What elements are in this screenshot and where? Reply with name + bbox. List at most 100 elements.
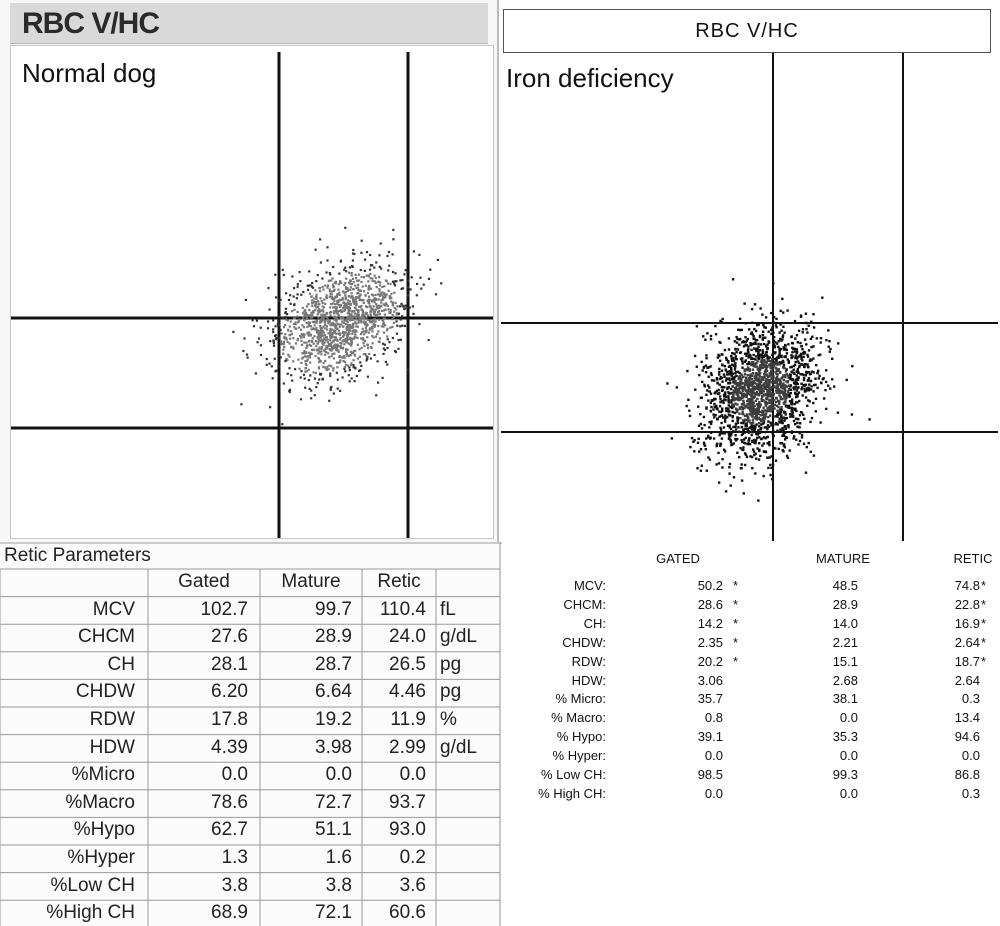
scatter-point (741, 389, 744, 392)
scatter-point (812, 345, 815, 348)
scatter-point (752, 438, 756, 442)
scatter-point (331, 277, 334, 280)
scatter-point (738, 382, 741, 386)
scatter-point (797, 443, 800, 446)
scatter-point (388, 341, 391, 344)
scatter-point (815, 337, 818, 340)
scatter-point (812, 313, 815, 316)
scatter-point (765, 369, 769, 373)
scatter-point (695, 325, 699, 328)
scatter-point (777, 405, 780, 409)
scatter-point (363, 290, 366, 293)
scatter-point (305, 364, 308, 367)
scatter-point (365, 354, 368, 357)
scatter-point (347, 342, 350, 345)
scatter-point (318, 378, 321, 381)
scatter-point (775, 326, 778, 329)
scatter-point (328, 290, 332, 293)
scatter-point (321, 285, 324, 288)
scatter-point (399, 318, 402, 321)
row-label: % Hypo: (556, 729, 606, 745)
scatter-point (731, 403, 734, 406)
retic-value: 4.46 (389, 681, 426, 703)
scatter-point (386, 304, 389, 308)
scatter-point (703, 444, 707, 447)
scatter-point (746, 399, 749, 403)
scatter-point (326, 286, 329, 289)
scatter-point (348, 338, 352, 341)
scatter-point (329, 273, 332, 276)
scatter-point (709, 372, 713, 375)
scatter-point (756, 447, 759, 450)
scatter-point (729, 392, 732, 395)
mature-value: 19.2 (315, 709, 352, 730)
scatter-point (798, 439, 802, 443)
scatter-point (779, 409, 782, 412)
scatter-point (255, 319, 258, 322)
scatter-point (316, 336, 319, 339)
scatter-point (750, 421, 753, 425)
scatter-point (730, 355, 733, 358)
scatter-point (755, 362, 758, 365)
scatter-point (771, 362, 774, 365)
scatter-point (355, 304, 358, 307)
scatter-point (357, 321, 360, 324)
scatter-point (731, 278, 735, 281)
scatter-point (718, 383, 721, 386)
scatter-point (792, 437, 795, 440)
scatter-point (303, 314, 306, 317)
scatter-point (302, 326, 305, 329)
scatter-point (329, 339, 332, 342)
scatter-point (796, 401, 799, 404)
scatter-point (335, 306, 338, 309)
scatter-point (317, 337, 320, 340)
mature-value: 28.7 (315, 653, 352, 675)
scatter-point (723, 348, 727, 352)
scatter-point (697, 437, 700, 441)
scatter-point (756, 403, 759, 406)
scatter-point (331, 290, 334, 293)
scatter-point (352, 310, 355, 313)
scatter-point (395, 320, 398, 323)
scatter-point (296, 339, 299, 342)
scatter-point (754, 411, 757, 414)
scatter-point (299, 398, 303, 401)
scatter-point (756, 430, 759, 434)
scatter-point (304, 313, 307, 316)
scatter-point (808, 400, 811, 403)
scatter-point (751, 408, 755, 412)
scatter-point (808, 359, 812, 362)
scatter-point (334, 323, 337, 326)
scatter-point (796, 382, 799, 386)
scatter-point (705, 357, 708, 360)
scatter-point (742, 446, 745, 449)
scatter-point (812, 357, 815, 360)
scatter-point (723, 395, 726, 398)
scatter-point (675, 386, 678, 389)
scatter-point (311, 281, 314, 285)
scatter-point (725, 377, 728, 381)
scatter-point (336, 349, 339, 352)
row-label: %High CH (46, 902, 135, 924)
scatter-point (735, 341, 739, 344)
scatter-point (741, 375, 744, 378)
scatter-point (797, 391, 801, 394)
scatter-point (757, 378, 760, 381)
scatter-point (724, 398, 727, 402)
scatter-point (338, 293, 341, 296)
scatter-point (314, 303, 317, 306)
scatter-point (788, 449, 791, 452)
scatter-point (790, 341, 794, 345)
scatter-point (360, 320, 363, 323)
scatter-point (359, 316, 362, 319)
scatter-point (376, 307, 379, 310)
scatter-point (746, 415, 749, 419)
scatter-point (317, 352, 320, 355)
scatter-point (311, 337, 314, 340)
scatter-point (309, 316, 312, 319)
scatter-point (322, 341, 325, 344)
scatter-point (777, 345, 780, 349)
scatter-point (782, 366, 785, 369)
scatter-point (758, 335, 762, 339)
scatter-point (269, 340, 272, 343)
